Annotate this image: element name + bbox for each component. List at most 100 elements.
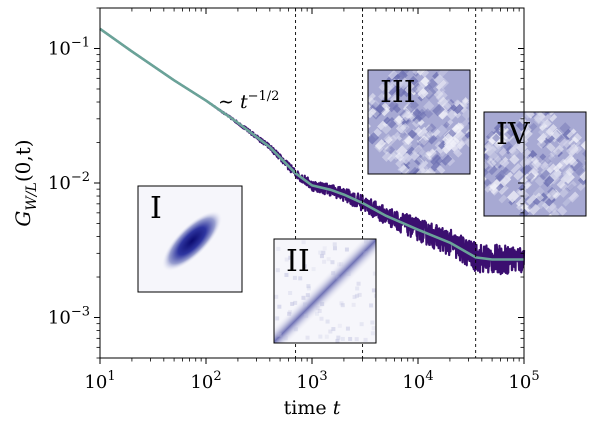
- slope-annotation: ∼ t−1/2: [218, 89, 279, 113]
- inset-pixel: [588, 161, 592, 169]
- inset-pixel: [357, 282, 361, 286]
- inset-pixel: [339, 262, 343, 266]
- inset-pixel: [522, 97, 530, 105]
- inset-pixel: [369, 303, 373, 307]
- inset-pixel: [416, 179, 427, 190]
- x-tick-label: 104: [402, 369, 433, 393]
- inset-pixel: [322, 260, 326, 264]
- inset-pixel: [306, 336, 310, 340]
- inset-label: III: [380, 75, 416, 110]
- y-axis-label: GW/L(0,t): [11, 139, 40, 226]
- inset-pixel: [274, 295, 278, 299]
- inset-pixel: [327, 257, 331, 261]
- inset-pixel: [524, 92, 536, 104]
- inset-pixel: [290, 302, 294, 306]
- inset-pixel: [301, 296, 305, 300]
- inset-pixel: [277, 305, 281, 309]
- inset-pixel: [471, 154, 482, 165]
- inset-pixel: [338, 324, 342, 328]
- inset-pixel: [303, 302, 307, 306]
- inset-pixel: [413, 174, 423, 184]
- inset-pixel: [278, 333, 282, 337]
- x-axis-label: time t: [284, 397, 341, 419]
- inset-pixel: [403, 58, 412, 67]
- inset-pixel: [328, 330, 332, 334]
- inset-pixel: [341, 337, 345, 341]
- inset-pixel: [347, 272, 351, 276]
- inset-pixel: [411, 184, 419, 192]
- y-tick-label: 10−2: [48, 170, 90, 194]
- x-tick-label: 101: [84, 369, 115, 393]
- inset-pixel: [363, 251, 367, 255]
- inset-pixel: [535, 218, 544, 227]
- inset-pixel: [533, 218, 545, 230]
- y-tick-label: 10−1: [48, 35, 90, 59]
- inset-pixel: [276, 247, 280, 251]
- inset-pixel: [336, 276, 340, 280]
- inset-pixel: [426, 175, 438, 187]
- inset-pixel: [344, 343, 348, 347]
- inset-iii: III: [346, 50, 495, 194]
- inset-pixel: [323, 246, 327, 250]
- inset-pixel: [399, 61, 408, 70]
- inset-pixel: [355, 286, 359, 290]
- inset-pixel: [333, 246, 337, 250]
- inset-pixel: [414, 175, 423, 184]
- inset-pixel: [307, 286, 311, 290]
- inset-pixel: [370, 321, 374, 325]
- inset-pixel: [419, 183, 427, 191]
- inset-pixel: [372, 326, 376, 330]
- inset-pixel: [470, 135, 477, 142]
- inset-pixel: [475, 149, 484, 158]
- inset-pixel: [352, 107, 361, 116]
- inset-pixel: [426, 177, 435, 186]
- inset-pixel: [276, 268, 280, 272]
- inset-pixel: [364, 239, 368, 243]
- inset-pixel: [287, 312, 291, 316]
- inset-pixel: [352, 303, 356, 307]
- inset-pixel: [422, 184, 430, 192]
- inset-pixel: [336, 336, 340, 340]
- inset-pixel: [527, 221, 536, 230]
- inset-pixel: [321, 251, 325, 255]
- inset-pixel: [372, 288, 376, 292]
- inset-pixel: [275, 316, 279, 320]
- inset-pixel: [315, 312, 319, 316]
- inset-pixel: [587, 149, 592, 161]
- inset-pixel: [353, 295, 357, 299]
- inset-label: I: [150, 191, 162, 226]
- inset-pixel: [364, 338, 368, 342]
- inset-pixel: [356, 121, 369, 134]
- inset-pixel: [472, 106, 482, 116]
- inset-pixel: [521, 217, 532, 228]
- inset-pixel: [471, 159, 482, 170]
- inset-pixel: [346, 112, 359, 125]
- inset-pixel: [586, 174, 592, 186]
- inset-pixel: [413, 50, 424, 61]
- inset-pixel: [330, 260, 334, 264]
- inset-pixel: [371, 331, 375, 335]
- inset-pixel: [320, 302, 324, 306]
- inset-pixel: [333, 242, 337, 246]
- inset-pixel: [348, 337, 352, 341]
- inset-pixel: [535, 97, 548, 110]
- inset-pixel: [288, 291, 292, 295]
- inset-pixel: [284, 336, 288, 340]
- inset-pixel: [529, 99, 540, 110]
- inset-pixel: [537, 221, 545, 229]
- inset-pixel: [588, 172, 592, 182]
- inset-pixel: [318, 335, 322, 339]
- inset-i: I: [138, 186, 242, 292]
- inset-pixel: [405, 176, 415, 186]
- inset-iv: IV: [468, 92, 592, 235]
- inset-pixel: [414, 55, 425, 66]
- inset-pixel: [527, 217, 537, 227]
- inset-pixel: [331, 271, 335, 275]
- inset-pixel: [587, 162, 592, 171]
- y-tick-label: 10−3: [48, 305, 90, 329]
- inset-pixel: [294, 327, 298, 331]
- inset-pixel: [470, 164, 477, 171]
- inset-pixel: [306, 293, 310, 297]
